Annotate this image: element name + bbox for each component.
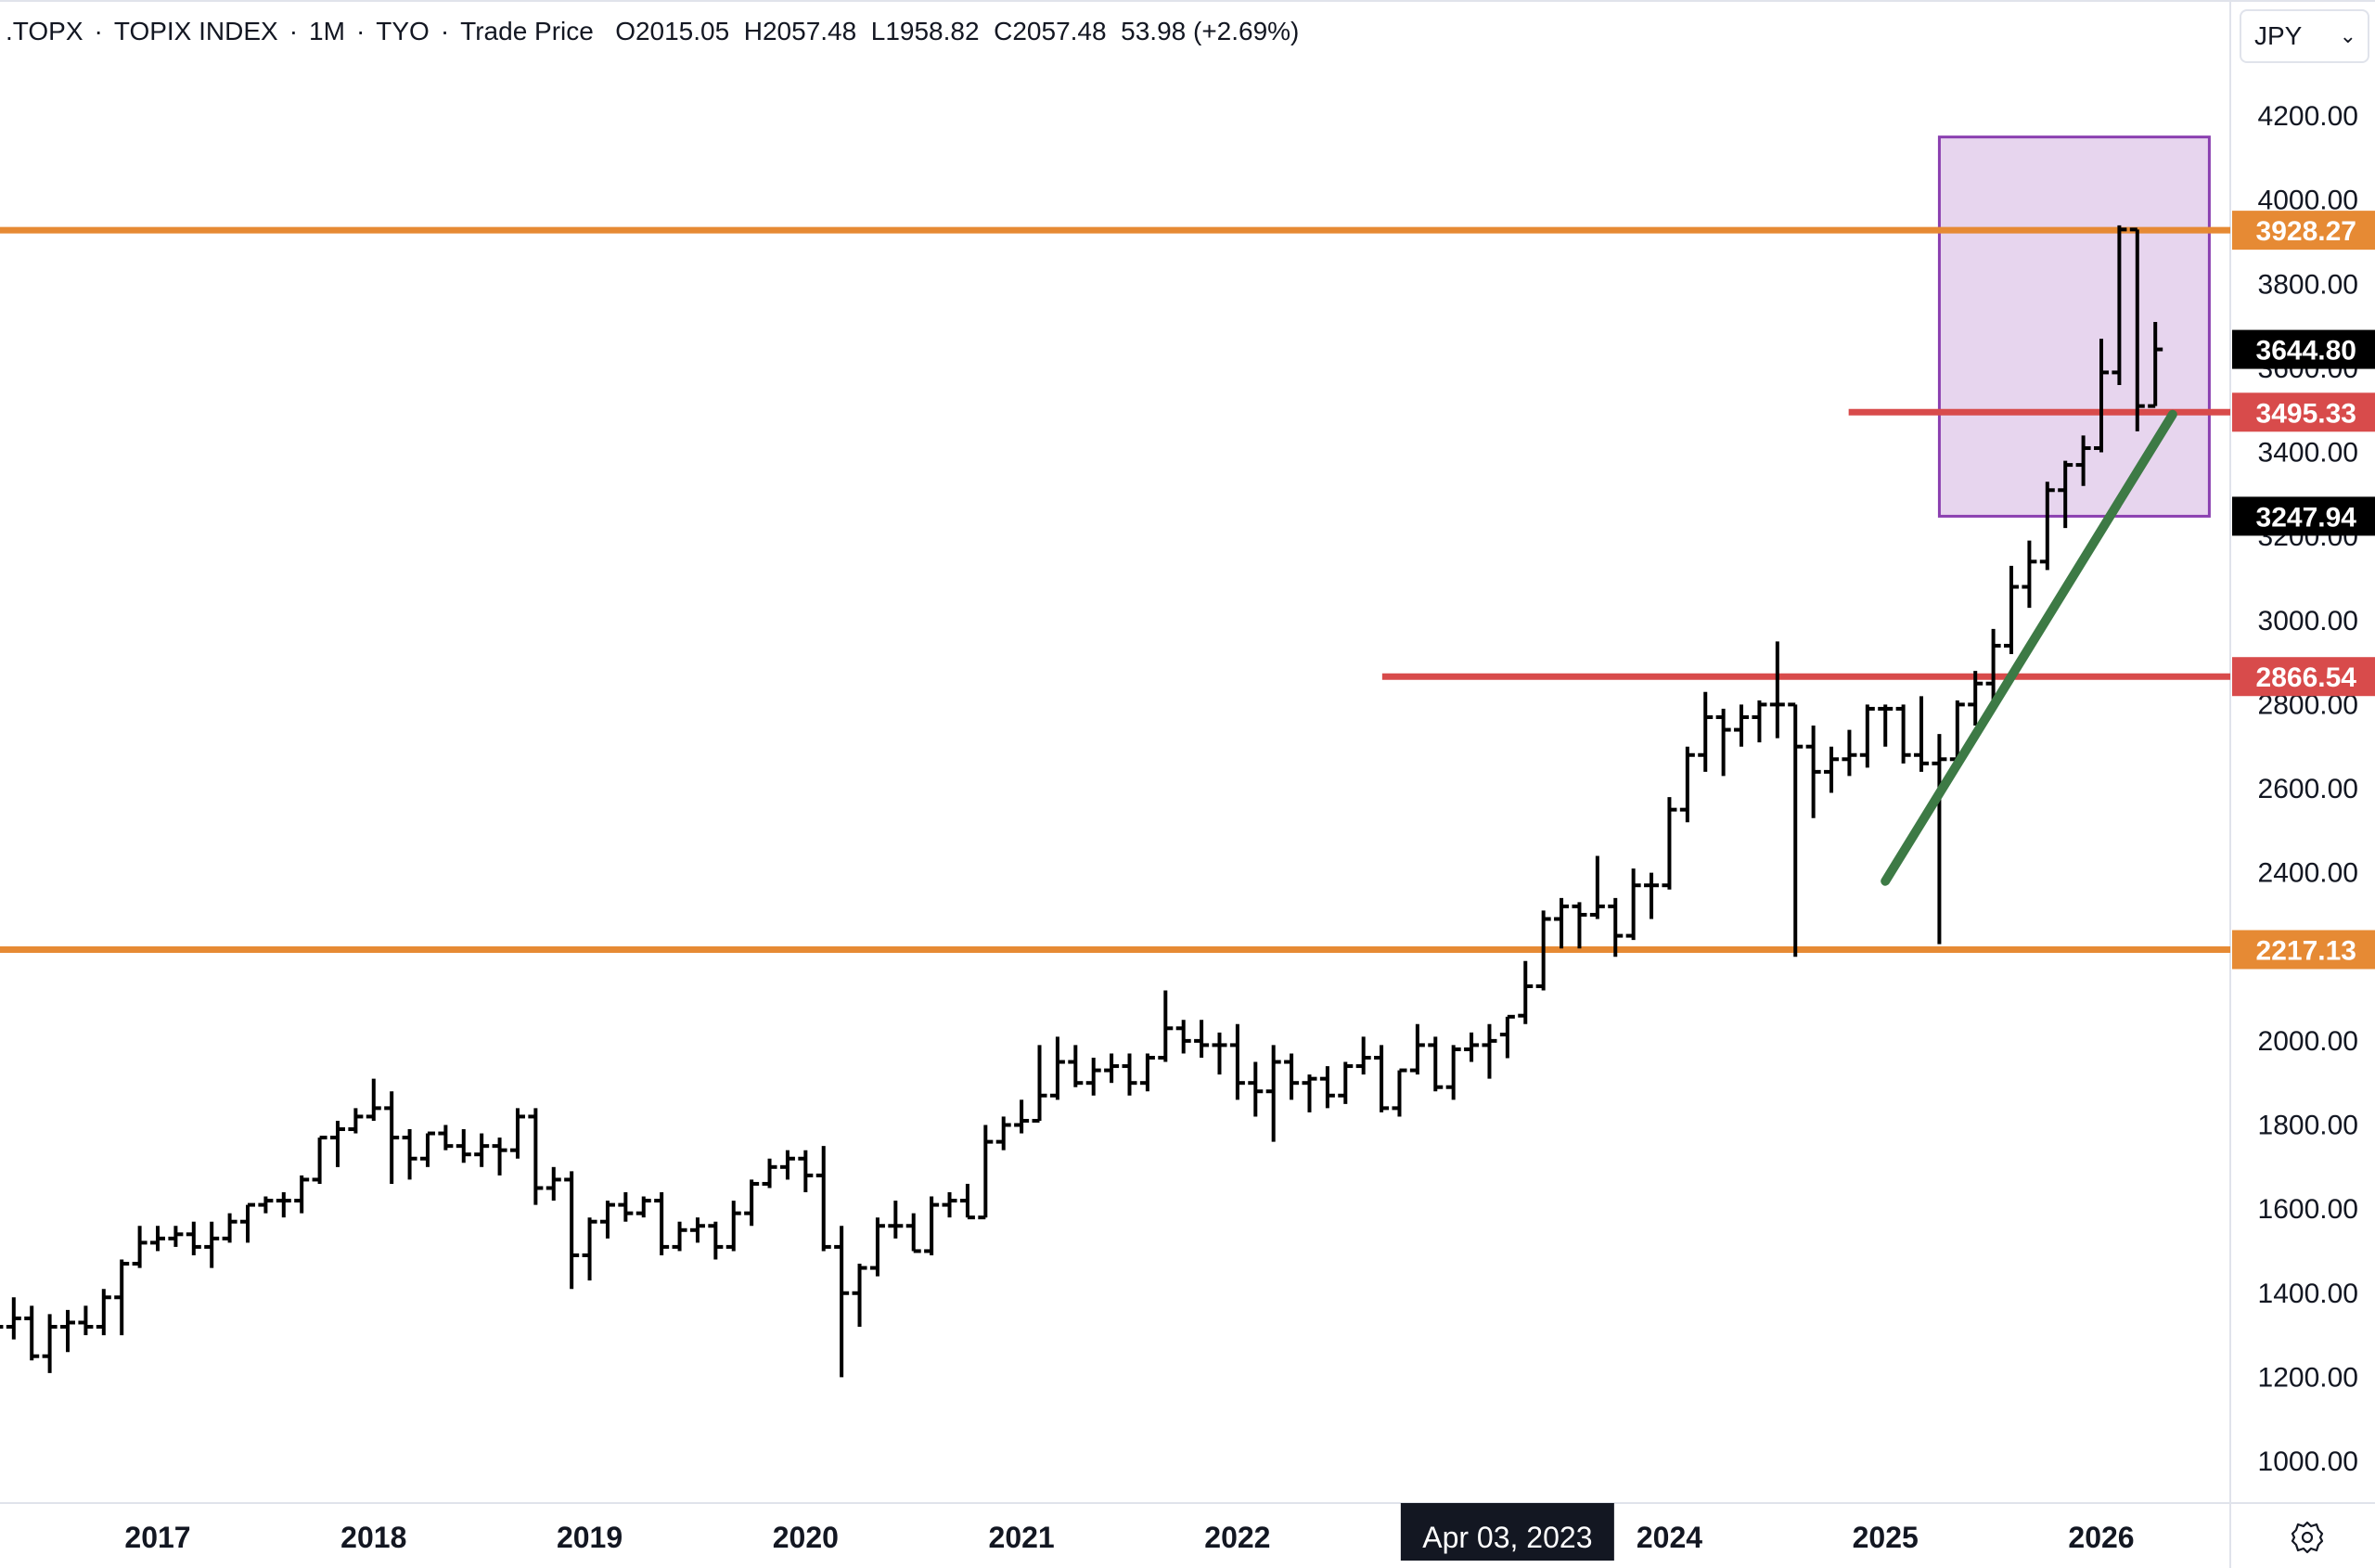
legend-header: .TOPX · TOPIX INDEX · 1M · TYO · Trade Price O20… (6, 17, 1299, 46)
y-tick-label: 1800.00 (2258, 1111, 2358, 1141)
high-value: 2057.48 (762, 17, 857, 45)
price-type: Trade Price (460, 17, 594, 45)
y-tick-label: 2000.00 (2258, 1026, 2358, 1057)
open-value: 2015.05 (635, 17, 730, 45)
symbol-name: TOPIX INDEX (113, 17, 278, 45)
y-tick-label: 1000.00 (2258, 1446, 2358, 1477)
change-value: 53.98 (+2.69%) (1121, 17, 1300, 45)
y-tick-label: 4000.00 (2258, 186, 2358, 216)
price-label-text: 3247.94 (2256, 502, 2357, 533)
price-label-text: 3928.27 (2256, 216, 2356, 247)
trendline[interactable] (1881, 409, 2177, 886)
x-tick-label: 2024 (1637, 1521, 1702, 1554)
separator: · (94, 17, 103, 45)
separator: · (440, 17, 450, 45)
crosshair-date-tag (1400, 1503, 1614, 1561)
x-tick-label: 2026 (2068, 1521, 2134, 1554)
currency-label: JPY (2254, 21, 2303, 50)
y-tick-label: 3000.00 (2258, 606, 2358, 636)
crosshair-date-label: Apr 03, 2023 (1422, 1521, 1592, 1554)
range-box[interactable] (1937, 135, 2211, 518)
low-value: 1958.82 (885, 17, 980, 45)
high-key: H (743, 17, 763, 45)
x-tick-label: 2025 (1853, 1521, 1919, 1554)
price-label-text: 2217.13 (2256, 935, 2356, 966)
low-key: L (870, 17, 886, 45)
x-tick-label: 2018 (340, 1521, 406, 1554)
price-label-tag (2232, 657, 2375, 697)
y-tick-label: 1600.00 (2258, 1194, 2358, 1225)
price-label-tag (2232, 392, 2375, 432)
price-label-tag (2232, 329, 2375, 369)
x-tick-label: 2021 (989, 1521, 1055, 1554)
symbol[interactable]: .TOPX (6, 17, 83, 45)
y-tick-label: 2400.00 (2258, 858, 2358, 889)
x-tick-label: 2020 (773, 1521, 839, 1554)
separator: · (289, 17, 299, 45)
separator: · (355, 17, 366, 45)
y-tick-label: 1200.00 (2258, 1362, 2358, 1393)
price-label-text: 2866.54 (2256, 662, 2357, 693)
y-tick-label: 3400.00 (2258, 438, 2358, 469)
y-tick-label: 2600.00 (2258, 774, 2358, 804)
gear-icon[interactable] (2289, 1519, 2326, 1556)
y-tick-label: 1400.00 (2258, 1279, 2358, 1309)
chevron-down-icon: ⌄ (2339, 24, 2356, 47)
close-value: 2057.48 (1012, 17, 1107, 45)
close-key: C (994, 17, 1013, 45)
price-label-tag (2232, 930, 2375, 970)
price-label-tag (2232, 211, 2375, 251)
y-tick-label: 3800.00 (2258, 269, 2358, 300)
x-tick-label: 2022 (1204, 1521, 1270, 1554)
y-tick-label: 4200.00 (2258, 101, 2358, 132)
x-tick-label: 2019 (557, 1521, 623, 1554)
x-tick-label: 2017 (124, 1521, 190, 1554)
interval[interactable]: 1M (309, 17, 345, 45)
exchange: TYO (376, 17, 430, 45)
price-label-tag (2232, 496, 2375, 536)
price-label-text: 3495.33 (2256, 398, 2356, 429)
open-key: O (615, 17, 635, 45)
currency-select[interactable]: JPY ⌄ (2240, 9, 2369, 63)
price-label-text: 3644.80 (2256, 336, 2356, 366)
